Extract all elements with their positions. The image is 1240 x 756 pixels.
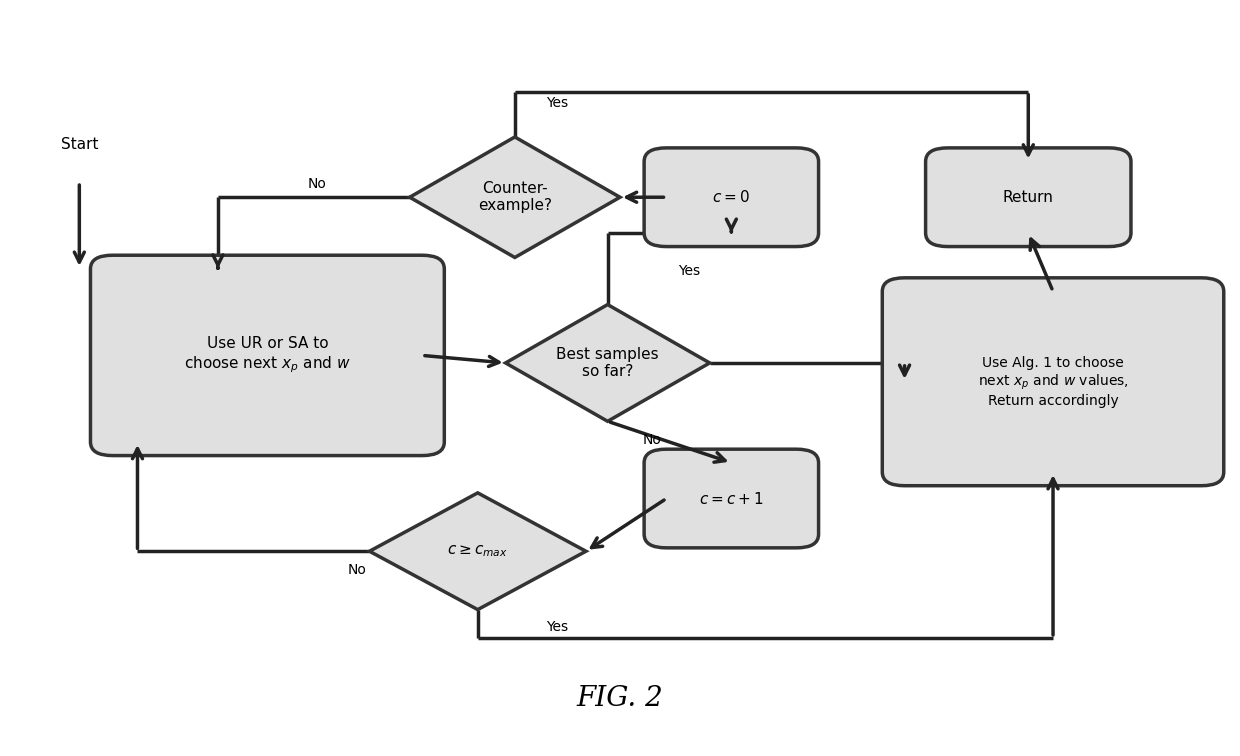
Text: Use UR or SA to
choose next $x_p$ and $w$: Use UR or SA to choose next $x_p$ and $w… bbox=[184, 336, 351, 374]
Text: Yes: Yes bbox=[546, 620, 568, 634]
Text: No: No bbox=[642, 433, 661, 447]
Text: No: No bbox=[347, 563, 367, 577]
Text: Best samples
so far?: Best samples so far? bbox=[557, 347, 658, 380]
Text: Counter-
example?: Counter- example? bbox=[477, 181, 552, 213]
Text: No: No bbox=[308, 177, 326, 191]
Text: Yes: Yes bbox=[678, 264, 701, 277]
Text: Yes: Yes bbox=[546, 96, 568, 110]
FancyBboxPatch shape bbox=[644, 148, 818, 246]
Text: $c \geq c_{max}$: $c \geq c_{max}$ bbox=[448, 544, 508, 559]
Text: $c = c+1$: $c = c+1$ bbox=[699, 491, 764, 507]
Polygon shape bbox=[506, 305, 709, 421]
FancyBboxPatch shape bbox=[883, 277, 1224, 485]
Polygon shape bbox=[370, 493, 587, 609]
FancyBboxPatch shape bbox=[91, 256, 444, 456]
Text: Start: Start bbox=[61, 137, 98, 152]
Text: $c = 0$: $c = 0$ bbox=[713, 189, 750, 205]
Text: Use Alg. 1 to choose
next $x_p$ and $w$ values,
Return accordingly: Use Alg. 1 to choose next $x_p$ and $w$ … bbox=[977, 356, 1128, 407]
Polygon shape bbox=[409, 137, 620, 258]
FancyBboxPatch shape bbox=[925, 148, 1131, 246]
Text: Return: Return bbox=[1003, 190, 1054, 205]
FancyBboxPatch shape bbox=[644, 449, 818, 548]
Text: FIG. 2: FIG. 2 bbox=[577, 685, 663, 711]
